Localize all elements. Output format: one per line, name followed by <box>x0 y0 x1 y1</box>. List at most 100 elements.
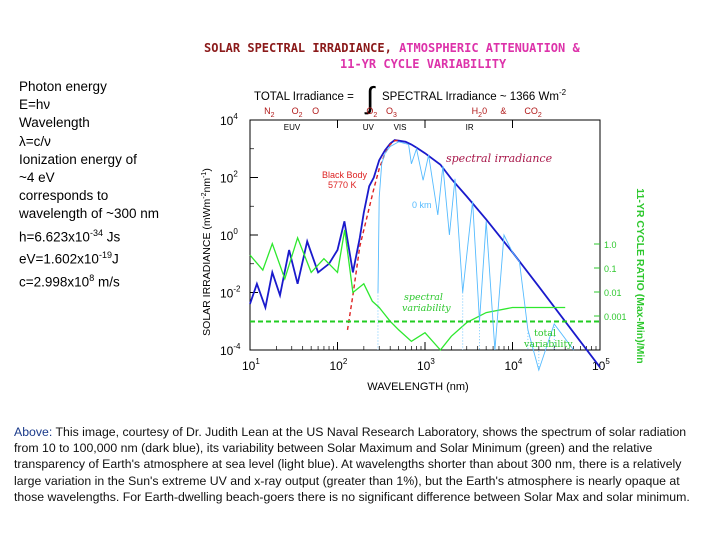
gas-label: O2 <box>292 106 303 119</box>
series-line-2 <box>249 229 566 352</box>
gas-subscript: 2 <box>299 112 303 119</box>
gas-label: N2 <box>264 106 275 119</box>
ann-zero-km: 0 km <box>412 200 432 210</box>
note-wavelength: Wavelength <box>19 115 90 131</box>
ann-total-variability-1: total <box>534 328 556 339</box>
gas-subscript: 2 <box>478 112 482 119</box>
y2-axis-label: 11-YR CYCLE RATIO (Max-Min)/Min <box>634 188 646 363</box>
gas-label: O2 <box>366 106 377 119</box>
band-label: VIS <box>394 123 407 132</box>
x-tick-base: 10 <box>417 359 431 373</box>
gas-symbol: O <box>386 106 393 116</box>
series-line-4 <box>377 141 575 372</box>
x-tick-label: 103 <box>417 357 435 373</box>
y-tick-exp: 0 <box>233 227 238 236</box>
x-tick-base: 10 <box>505 359 519 373</box>
x-tick-base: 10 <box>330 359 344 373</box>
ev-const: eV=1.602x10 <box>19 251 99 267</box>
x-tick-base: 10 <box>242 359 256 373</box>
note-ionization-2: ~4 eV <box>19 170 55 186</box>
ann-spectral-variability-1: spectral <box>404 292 443 303</box>
ev-exp: -19 <box>98 250 112 261</box>
note-ev-constant: eV=1.602x10-19J <box>19 246 209 269</box>
y-tick-base: 10 <box>220 287 234 301</box>
ylabel-exp1: -2 <box>201 192 208 198</box>
y-tick-base: 10 <box>220 172 234 186</box>
caption: Above: This image, courtesy of Dr. Judit… <box>14 424 710 505</box>
y-tick-base: 10 <box>220 229 234 243</box>
y-tick-exp: 2 <box>233 170 238 179</box>
gas-symbol: N <box>264 106 271 116</box>
series-line-0 <box>249 139 601 368</box>
y-tick-label: 10-4 <box>220 342 241 358</box>
gas-label-ir: CO2 <box>524 106 542 119</box>
y2-tick-label: 0.001 <box>604 312 627 322</box>
y-tick-exp: -2 <box>233 285 241 294</box>
note-energy-eq: E=hν <box>19 97 51 113</box>
h-const: h=6.623x10 <box>19 229 90 245</box>
y-tick-exp: -4 <box>233 342 241 351</box>
chart-title: SOLAR SPECTRAL IRRADIANCE, ATMOSPHERIC A… <box>204 41 580 55</box>
gas-symbol: H <box>472 106 479 116</box>
gas-symbol: O <box>292 106 299 116</box>
y-tick-exp: 4 <box>233 112 238 121</box>
gas-symbol: O <box>312 106 319 116</box>
note-photon-energy: Photon energy <box>19 79 107 94</box>
note-h-constant: h=6.623x10-34 Js <box>19 224 209 247</box>
ticks-layer <box>249 119 601 351</box>
x-axis-label: WAVELENGTH (nm) <box>367 381 468 393</box>
ann-spectral-variability-2: variability <box>402 303 451 314</box>
solar-spectrum-chart: SOLAR SPECTRAL IRRADIANCE, ATMOSPHERIC A… <box>201 41 646 393</box>
c-exp: 8 <box>89 273 95 284</box>
y-tick-label: 104 <box>220 112 238 128</box>
caption-lead: Above: <box>14 425 53 439</box>
band-label: IR <box>466 123 474 132</box>
formula-exp: -2 <box>559 88 567 97</box>
ylabel-a: SOLAR IRRADIANCE (mWm <box>201 198 213 335</box>
y-tick-base: 10 <box>220 114 234 128</box>
band-label: EUV <box>284 123 301 132</box>
title-part2: ATMOSPHERIC ATTENUATION & <box>399 41 580 55</box>
y-tick-label: 102 <box>220 170 238 186</box>
gas-label: O <box>312 106 319 116</box>
gas-subscript: 2 <box>271 112 275 119</box>
formula-right-text: SPECTRAL Irradiance ~ 1366 Wm <box>382 91 559 103</box>
gas-subscript: 2 <box>373 112 377 119</box>
gas-subscript: 2 <box>538 112 542 119</box>
y2-tick-label: 0.1 <box>604 264 617 274</box>
band-label: UV <box>363 123 375 132</box>
ann-spectral-irradiance: spectral irradiance <box>446 152 553 165</box>
x-tick-exp: 2 <box>343 357 348 366</box>
series-layer <box>249 139 601 372</box>
ylabel-end: ) <box>201 168 213 172</box>
ann-black-body: Black Body <box>322 170 368 180</box>
x-tick-label: 101 <box>242 357 260 373</box>
y-axis-label: SOLAR IRRADIANCE (mWm-2nm-1) <box>201 168 213 336</box>
ylabel-exp2: -1 <box>201 172 208 178</box>
x-tick-exp: 1 <box>255 357 260 366</box>
c-const: c=2.998x10 <box>19 274 90 290</box>
gas-label-ir: & <box>500 106 506 116</box>
gas-label-ir: H20 <box>472 106 487 119</box>
y-tick-base: 10 <box>220 344 234 358</box>
x-tick-label: 104 <box>505 357 523 373</box>
note-corresponds-2: wavelength of ~300 nm <box>19 206 159 222</box>
note-corresponds-1: corresponds to <box>19 188 109 204</box>
c-unit: m/s <box>94 274 120 290</box>
formula-right: SPECTRAL Irradiance ~ 1366 Wm-2 <box>382 88 567 103</box>
y2-tick-label: 1.0 <box>604 240 617 250</box>
ann-black-body-temp: 5770 K <box>328 180 357 190</box>
gas-label: O3 <box>386 106 397 119</box>
integral-sign: ∫ <box>364 82 376 115</box>
formula-left: TOTAL Irradiance = <box>254 91 354 103</box>
y-tick-label: 10-2 <box>220 285 241 301</box>
y-tick-label: 100 <box>220 227 238 243</box>
gas-post: 0 <box>482 106 487 116</box>
x-tick-exp: 4 <box>518 357 523 366</box>
h-unit: Js <box>102 229 121 245</box>
gas-symbol: O <box>366 106 373 116</box>
gas-symbol: & <box>500 106 506 116</box>
labels-layer: 101 102 103 104 10510-410-21001021041.00.10.… <box>220 106 627 373</box>
x-tick-exp: 5 <box>605 357 610 366</box>
ann-total-variability-2: variability <box>523 339 573 350</box>
